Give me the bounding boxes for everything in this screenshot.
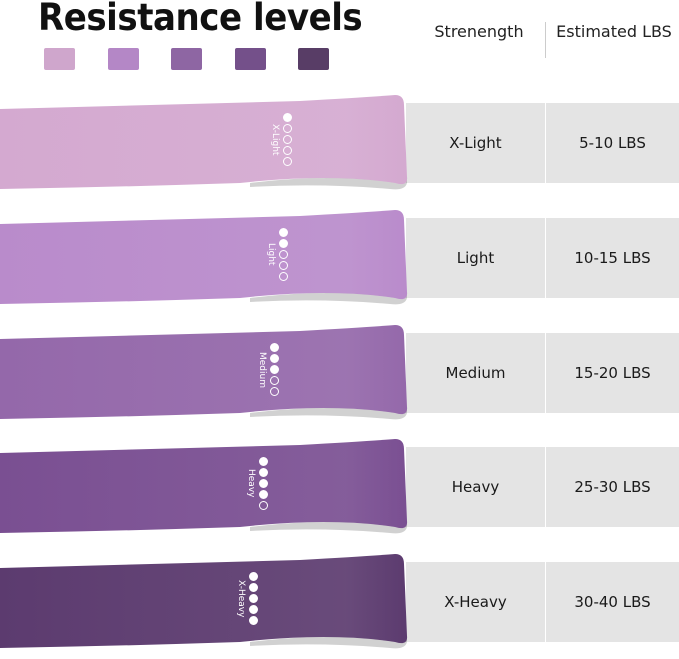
level-dot xyxy=(249,594,258,603)
strength-cell: Light xyxy=(456,249,495,267)
color-swatch xyxy=(298,48,329,70)
band-label: Heavy xyxy=(246,469,256,498)
resistance-band xyxy=(0,325,408,420)
level-dot xyxy=(279,239,288,248)
level-dot xyxy=(259,457,268,466)
level-dot xyxy=(283,157,292,166)
lbs-cell: 10-15 LBS xyxy=(574,249,651,267)
band-label: X-Heavy xyxy=(236,579,246,618)
level-dot xyxy=(249,572,258,581)
level-dot xyxy=(270,387,279,396)
level-dot xyxy=(249,616,258,625)
level-row: Medium 15-20 LBS xyxy=(406,333,679,413)
level-dot xyxy=(283,135,292,144)
strength-cell: X-Light xyxy=(449,134,502,152)
level-dot xyxy=(259,479,268,488)
band-level-marks: Light xyxy=(266,228,288,281)
strength-cell: X-Heavy xyxy=(444,593,507,611)
level-dot xyxy=(259,501,268,510)
strength-cell: Heavy xyxy=(451,478,500,496)
column-divider xyxy=(545,103,546,183)
level-dot xyxy=(249,583,258,592)
resistance-band xyxy=(0,95,408,190)
band-level-marks: X-Light xyxy=(270,113,292,166)
header-estimated-lbs: Estimated LBS xyxy=(556,22,672,41)
resistance-band xyxy=(0,439,408,534)
level-row: Heavy 25-30 LBS xyxy=(406,447,679,527)
band-label: Light xyxy=(266,243,276,266)
level-dot xyxy=(270,376,279,385)
level-dot xyxy=(279,228,288,237)
level-dot xyxy=(283,113,292,122)
color-swatch xyxy=(107,48,139,70)
color-swatch xyxy=(44,48,75,70)
level-dot xyxy=(270,343,279,352)
level-dot xyxy=(259,490,268,499)
level-dot xyxy=(270,354,279,363)
level-dot xyxy=(283,124,292,133)
lbs-cell: 5-10 LBS xyxy=(579,134,646,152)
color-swatch xyxy=(171,48,202,70)
level-dot xyxy=(259,468,268,477)
column-divider xyxy=(545,333,546,413)
column-divider xyxy=(545,218,546,298)
band-level-marks: X-Heavy xyxy=(236,572,258,625)
resistance-band xyxy=(0,210,408,305)
color-swatch xyxy=(234,48,266,70)
level-row: Light 10-15 LBS xyxy=(406,218,679,298)
lbs-cell: 15-20 LBS xyxy=(574,364,651,382)
level-dot xyxy=(279,261,288,270)
level-row: X-Heavy 30-40 LBS xyxy=(406,562,679,642)
lbs-cell: 30-40 LBS xyxy=(574,593,651,611)
column-divider xyxy=(545,562,546,642)
level-dot xyxy=(249,605,258,614)
header-strength: Strenength xyxy=(434,22,524,41)
header-divider xyxy=(545,22,546,58)
band-label: Medium xyxy=(257,351,267,388)
strength-cell: Medium xyxy=(445,364,506,382)
level-dot xyxy=(279,250,288,259)
level-dot xyxy=(283,146,292,155)
band-level-marks: Medium xyxy=(257,343,279,396)
page-title: Resistance levels xyxy=(38,0,363,39)
band-label: X-Light xyxy=(270,123,280,156)
column-divider xyxy=(545,447,546,527)
band-level-marks: Heavy xyxy=(246,457,268,510)
level-row: X-Light 5-10 LBS xyxy=(406,103,679,183)
level-dot xyxy=(270,365,279,374)
lbs-cell: 25-30 LBS xyxy=(574,478,651,496)
level-dot xyxy=(279,272,288,281)
resistance-band xyxy=(0,554,408,649)
